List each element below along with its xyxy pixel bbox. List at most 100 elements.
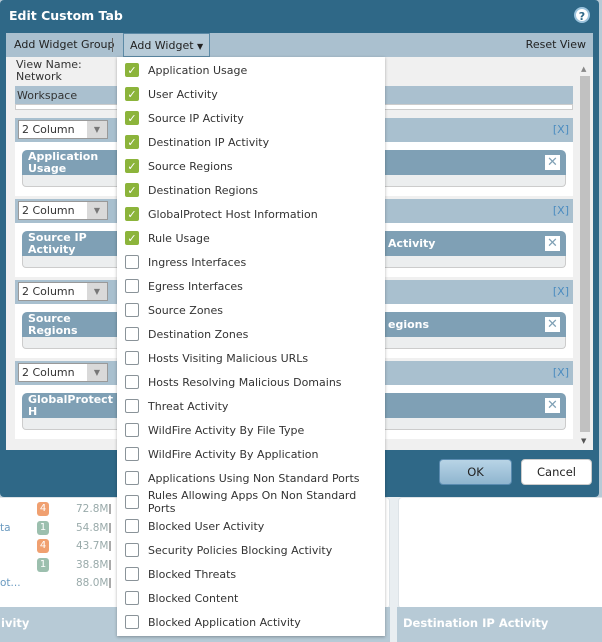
menu-item[interactable]: ✓ GlobalProtect Host Information: [125, 202, 318, 226]
help-icon[interactable]: ?: [574, 7, 590, 23]
menu-item[interactable]: Hosts Visiting Malicious URLs: [125, 346, 308, 370]
select-value: 2 Column: [22, 366, 75, 379]
checkbox[interactable]: [125, 279, 139, 293]
remove-group-link[interactable]: [X]: [552, 123, 569, 136]
reset-view-button[interactable]: Reset View: [525, 38, 586, 51]
checkbox[interactable]: [125, 447, 139, 461]
menu-item-label: Rules Allowing Apps On Non Standard Port…: [147, 489, 357, 515]
menu-item-label: GlobalProtect Host Information: [148, 207, 318, 221]
menu-item-label: Source IP Activity: [148, 111, 244, 125]
dropdown-arrow-icon[interactable]: ▼: [87, 121, 107, 138]
column-layout-select[interactable]: 2 Column ▼: [18, 201, 108, 220]
scrollbar-thumb[interactable]: [580, 76, 590, 432]
menu-item[interactable]: Blocked Threats: [125, 562, 236, 586]
checkbox[interactable]: ✓: [125, 207, 139, 221]
checkbox[interactable]: [125, 327, 139, 341]
menu-item[interactable]: Threat Activity: [125, 394, 228, 418]
toolbar: Add Widget Group Add Widget ▼ Reset View: [6, 33, 593, 57]
column-layout-select[interactable]: 2 Column ▼: [18, 363, 108, 382]
menu-item[interactable]: Source Zones: [125, 298, 223, 322]
menu-item-label: Hosts Resolving Malicious Domains: [148, 375, 342, 389]
menu-item[interactable]: ✓ User Activity: [125, 82, 218, 106]
menu-item[interactable]: ✓ Source IP Activity: [125, 106, 244, 130]
menu-item[interactable]: Blocked Content: [125, 586, 238, 610]
scroll-down-icon[interactable]: ▼: [581, 437, 587, 445]
remove-group-link[interactable]: [X]: [552, 204, 569, 217]
checkbox[interactable]: [125, 303, 139, 317]
menu-item-label: Ingress Interfaces: [148, 255, 247, 269]
menu-item[interactable]: Applications Using Non Standard Ports: [125, 466, 359, 490]
checkbox[interactable]: ✓: [125, 183, 139, 197]
cancel-button[interactable]: Cancel: [521, 459, 592, 485]
add-widget-menu: ✓ Application Usage ✓ User Activity ✓ So…: [117, 57, 385, 636]
widget-title-bar: Source Regions egions ✕: [22, 312, 566, 337]
row-value: 43.7M: [76, 540, 109, 552]
dropdown-arrow-icon[interactable]: ▼: [87, 202, 107, 219]
menu-item[interactable]: ✓ Source Regions: [125, 154, 233, 178]
checkbox[interactable]: [125, 423, 139, 437]
row-value: 54.8M: [76, 521, 109, 534]
menu-item-label: Destination Regions: [148, 183, 259, 197]
menu-item-label: Source Regions: [148, 159, 233, 173]
checkbox[interactable]: [125, 471, 139, 485]
widget-title: egions: [388, 318, 430, 331]
column-layout-select[interactable]: 2 Column ▼: [18, 120, 108, 139]
scroll-up-icon[interactable]: ▲: [581, 65, 587, 73]
menu-item[interactable]: WildFire Activity By File Type: [125, 418, 304, 442]
menu-item-label: Egress Interfaces: [148, 279, 243, 293]
checkbox[interactable]: [125, 495, 139, 509]
checkbox[interactable]: [125, 255, 139, 269]
close-icon[interactable]: ✕: [545, 236, 560, 251]
menu-item[interactable]: Blocked Application Activity: [125, 610, 301, 634]
checkbox[interactable]: [125, 567, 139, 581]
menu-item[interactable]: Hosts Resolving Malicious Domains: [125, 370, 342, 394]
checkbox[interactable]: [125, 519, 139, 533]
menu-item[interactable]: ✓ Destination IP Activity: [125, 130, 269, 154]
select-value: 2 Column: [22, 285, 75, 298]
menu-item-label: Applications Using Non Standard Ports: [148, 471, 360, 485]
dropdown-arrow-icon[interactable]: ▼: [87, 283, 107, 300]
add-widget-group-button[interactable]: Add Widget Group: [14, 38, 115, 51]
add-widget-button[interactable]: Add Widget ▼: [123, 33, 211, 57]
menu-item[interactable]: Ingress Interfaces: [125, 250, 246, 274]
remove-group-link[interactable]: [X]: [552, 366, 569, 379]
menu-item-label: Hosts Visiting Malicious URLs: [148, 351, 309, 365]
checkbox[interactable]: ✓: [125, 63, 139, 77]
checkbox[interactable]: ✓: [125, 159, 139, 173]
menu-item[interactable]: Rules Allowing Apps On Non Standard Port…: [125, 489, 385, 515]
select-value: 2 Column: [22, 123, 75, 136]
dropdown-arrow-icon[interactable]: ▼: [87, 364, 107, 381]
row-name: ta: [0, 521, 11, 534]
close-icon[interactable]: ✕: [545, 155, 560, 170]
menu-item[interactable]: WildFire Activity By Application: [125, 442, 319, 466]
widget-title: Source Regions: [28, 312, 78, 337]
checkbox[interactable]: [125, 591, 139, 605]
checkbox[interactable]: ✓: [125, 231, 139, 245]
menu-item[interactable]: Destination Zones: [125, 322, 248, 346]
menu-item-label: Threat Activity: [148, 399, 229, 413]
menu-item[interactable]: Egress Interfaces: [125, 274, 243, 298]
checkbox[interactable]: [125, 375, 139, 389]
menu-item[interactable]: ✓ Destination Regions: [125, 178, 258, 202]
close-icon[interactable]: ✕: [545, 398, 560, 413]
widget-title: Source IP Activity: [28, 231, 87, 256]
checkbox[interactable]: [125, 615, 139, 629]
ok-button[interactable]: OK: [439, 459, 512, 485]
menu-item[interactable]: Security Policies Blocking Activity: [125, 538, 332, 562]
menu-item-label: Blocked User Activity: [148, 519, 265, 533]
checkbox[interactable]: [125, 399, 139, 413]
checkbox[interactable]: ✓: [125, 135, 139, 149]
checkbox[interactable]: [125, 543, 139, 557]
value-bar: [109, 522, 111, 533]
remove-group-link[interactable]: [X]: [552, 285, 569, 298]
checkbox[interactable]: ✓: [125, 87, 139, 101]
checkbox[interactable]: ✓: [125, 111, 139, 125]
background-widget-title: Destination IP Activity: [397, 607, 602, 642]
column-layout-select[interactable]: 2 Column ▼: [18, 282, 108, 301]
close-icon[interactable]: ✕: [545, 317, 560, 332]
menu-item[interactable]: ✓ Application Usage: [125, 58, 247, 82]
menu-item[interactable]: ✓ Rule Usage: [125, 226, 210, 250]
menu-item-label: Destination IP Activity: [148, 135, 270, 149]
checkbox[interactable]: [125, 351, 139, 365]
menu-item[interactable]: Blocked User Activity: [125, 514, 264, 538]
